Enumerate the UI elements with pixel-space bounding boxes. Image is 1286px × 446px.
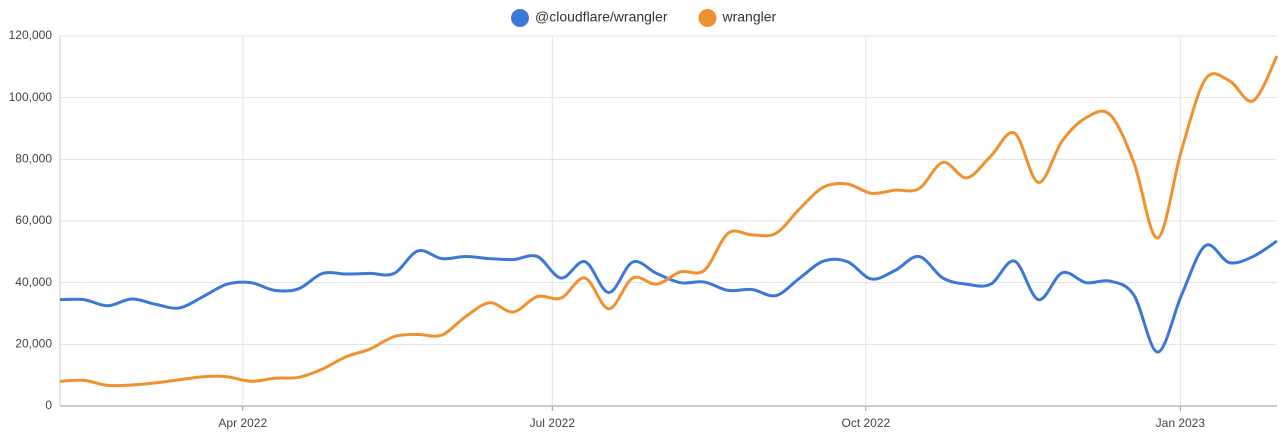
y-tick-label: 120,000 <box>9 28 53 42</box>
x-tick-label: Apr 2022 <box>218 416 267 430</box>
line-series <box>59 55 1279 388</box>
x-tick-label: Jul 2022 <box>530 416 576 430</box>
y-tick-label: 80,000 <box>15 152 52 166</box>
y-tick-label: 60,000 <box>15 213 52 227</box>
y-tick-label: 0 <box>45 398 52 412</box>
y-tick-label: 100,000 <box>9 90 53 104</box>
y-tick-label: 40,000 <box>15 275 52 289</box>
line-series <box>59 239 1278 354</box>
legend-marker <box>511 9 529 27</box>
legend-label: wrangler <box>722 9 777 25</box>
legend-label: @cloudflare/wrangler <box>535 9 668 25</box>
legend-marker <box>698 9 717 27</box>
x-tick-label: Oct 2022 <box>841 416 890 430</box>
x-tick-label: Jan 2023 <box>1156 416 1206 430</box>
legend: @cloudflare/wrangler wrangler <box>511 9 777 27</box>
y-tick-label: 20,000 <box>15 337 52 351</box>
